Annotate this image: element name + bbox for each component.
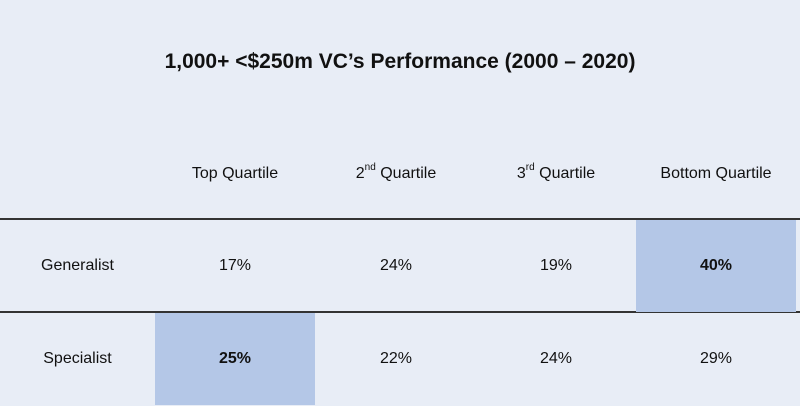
header-part: Top Quartile (191, 165, 279, 182)
header-part: Quartile (375, 165, 437, 182)
cell-value: 22% (379, 350, 413, 367)
table-cell: 40% (636, 220, 796, 312)
header-part: 3 (516, 165, 526, 182)
cell-value: 17% (218, 257, 252, 274)
column-header: Top Quartile (155, 150, 315, 198)
header-sup: rd (525, 161, 535, 173)
header-text: Bottom Quartile (660, 165, 771, 183)
row-label-text: Generalist (41, 257, 114, 274)
cell-value: 24% (379, 257, 413, 274)
row-label: Specialist (0, 313, 155, 405)
column-header: 2nd Quartile (316, 150, 476, 198)
cell-value: 40% (699, 257, 733, 274)
header-text: 3rd Quartile (516, 161, 596, 183)
table-cell: 29% (636, 313, 796, 405)
cell-value: 19% (539, 257, 573, 274)
row-label-text: Specialist (43, 350, 112, 367)
header-part: Quartile (534, 165, 596, 182)
header-part: 2 (355, 165, 365, 182)
column-header: Bottom Quartile (636, 150, 796, 198)
column-header: 3rd Quartile (476, 150, 636, 198)
table-cell: 25% (155, 313, 315, 405)
header-text: Top Quartile (192, 165, 278, 183)
cell-value: 25% (218, 350, 252, 367)
table-cell: 22% (316, 313, 476, 405)
cell-value: 24% (539, 350, 573, 367)
title: 1,000+ <$250m VC’s Performance (2000 – 2… (164, 50, 636, 73)
header-part: Bottom Quartile (660, 165, 772, 182)
row-label: Generalist (0, 220, 155, 312)
rule (0, 218, 800, 220)
header-text: 2nd Quartile (355, 161, 437, 183)
rule (0, 311, 800, 313)
table-cell: 24% (316, 220, 476, 312)
cell-value: 29% (699, 350, 733, 367)
header-sup: nd (364, 161, 376, 173)
table-cell: 19% (476, 220, 636, 312)
table-cell: 24% (476, 313, 636, 405)
table-cell: 17% (155, 220, 315, 312)
